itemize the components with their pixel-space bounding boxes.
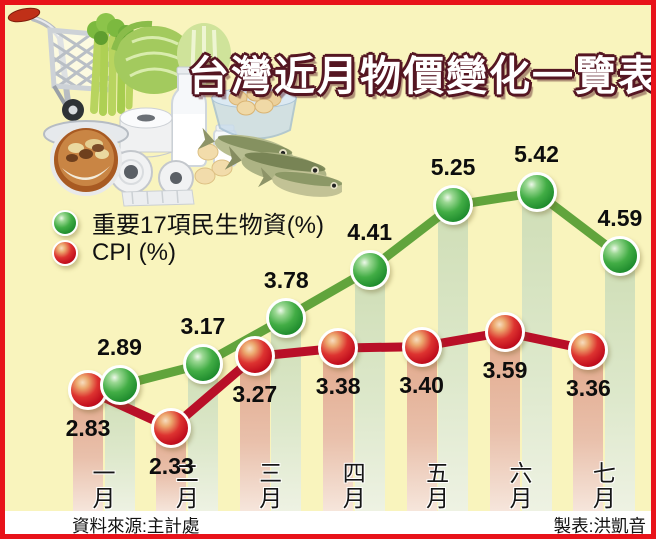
essentials-value-四月: 4.41 xyxy=(347,218,393,245)
cpi-point-五月 xyxy=(401,326,442,367)
soup-bowl-icon xyxy=(43,120,129,196)
cpi-value-二月: 2.33 xyxy=(149,453,194,480)
month-label-六月: 六月 xyxy=(509,460,533,511)
cpi-value-一月: 2.83 xyxy=(65,415,111,442)
cpi-value-六月: 3.59 xyxy=(482,357,528,384)
month-label-四月: 四月 xyxy=(342,460,366,511)
red-series-marker-icon xyxy=(52,240,78,266)
legend-label-cpi: CPI (%) xyxy=(92,239,176,266)
milk-bottle-icon xyxy=(171,66,207,167)
essentials-value-二月: 3.17 xyxy=(180,313,226,340)
essentials-value-五月: 5.25 xyxy=(430,154,476,181)
essentials-value-六月: 5.42 xyxy=(514,141,559,168)
cpi-value-五月: 3.40 xyxy=(399,371,444,398)
essentials-value-三月: 3.78 xyxy=(263,266,309,293)
credit-note: 製表:洪凱音 xyxy=(553,515,646,536)
cabbage-icon xyxy=(111,20,231,94)
footer-bar: 資料來源:主計處 製表:洪凱音 xyxy=(0,511,656,539)
cpi-value-七月: 3.36 xyxy=(566,374,611,401)
cpi-point-六月 xyxy=(485,312,525,353)
month-label-一月: 一月 xyxy=(92,460,116,511)
essentials-point-三月 xyxy=(266,297,307,338)
month-label-二月: 二月 xyxy=(175,460,199,511)
essentials-value-一月: 2.89 xyxy=(97,334,142,361)
green-series-marker-icon xyxy=(52,209,78,236)
month-label-五月: 五月 xyxy=(426,460,450,511)
page-title: 台灣近月物價變化一覽表 xyxy=(188,53,656,99)
source-note: 資料來源:主計處 xyxy=(72,515,200,536)
essentials-point-四月 xyxy=(349,249,390,290)
essentials-point-七月 xyxy=(599,235,640,276)
cpi-point-七月 xyxy=(568,329,609,370)
essentials-value-七月: 4.59 xyxy=(597,204,643,231)
egg-bowl-icon xyxy=(194,86,298,185)
essentials-point-二月 xyxy=(182,344,223,385)
shopping-cart-icon xyxy=(7,7,119,121)
cpi-point-四月 xyxy=(318,328,359,369)
grocery-collage xyxy=(7,7,342,207)
legend-item-cpi: CPI (%) xyxy=(52,239,176,267)
month-label-七月: 七月 xyxy=(592,460,616,511)
cpi-value-三月: 3.27 xyxy=(232,381,278,408)
month-label-三月: 三月 xyxy=(259,460,283,511)
cpi-value-四月: 3.38 xyxy=(315,373,361,400)
essentials-point-六月 xyxy=(516,172,557,213)
essentials-point-一月 xyxy=(99,365,140,406)
